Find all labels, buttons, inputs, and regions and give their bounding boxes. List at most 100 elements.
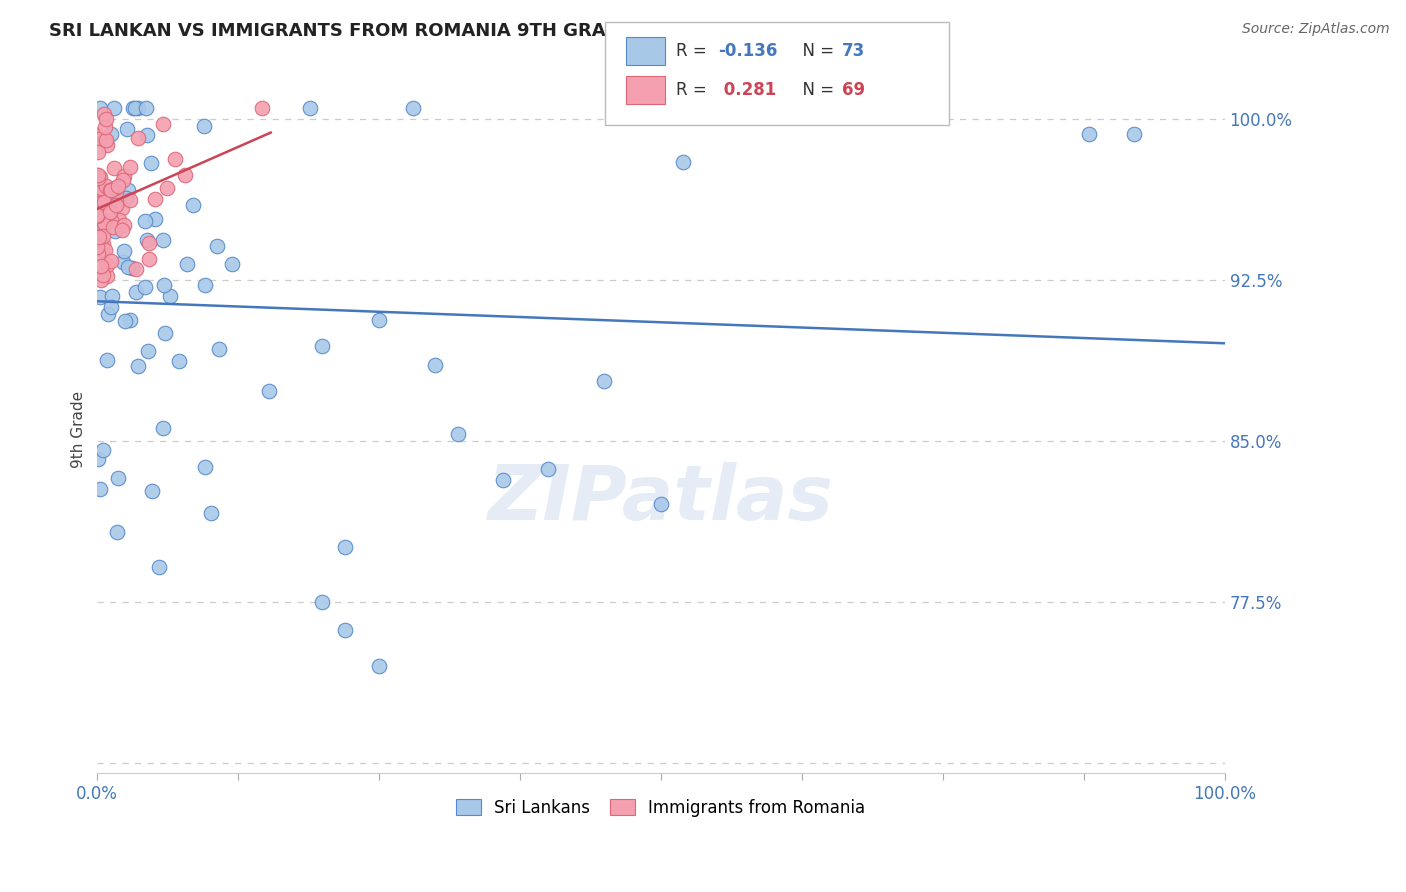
Point [96, 352, 118, 367]
Point [252, 101, 274, 115]
Point [104, 223, 127, 237]
Point [672, 155, 695, 169]
Point [98, 183, 121, 197]
Point [107, 178, 129, 193]
Point [141, 484, 163, 499]
Point [100, 182, 122, 196]
Point [89, 170, 111, 185]
Point [152, 421, 174, 435]
Point [174, 168, 197, 182]
Point [86, 168, 108, 182]
Legend: Sri Lankans, Immigrants from Romania: Sri Lankans, Immigrants from Romania [449, 792, 872, 823]
Point [153, 326, 176, 341]
Point [108, 213, 131, 227]
Point [86, 128, 108, 143]
Point [100, 213, 122, 227]
Point [159, 289, 181, 303]
Point [89, 195, 111, 210]
Point [91, 268, 114, 282]
Point [115, 191, 138, 205]
Point [207, 239, 229, 253]
Point [127, 101, 149, 115]
Point [207, 343, 229, 357]
Point [90, 216, 112, 230]
Point [112, 169, 135, 184]
Point [135, 233, 157, 247]
Text: 73: 73 [842, 42, 866, 60]
Point [311, 595, 333, 609]
Point [103, 161, 125, 176]
Point [100, 127, 122, 141]
Point [118, 160, 141, 174]
Point [96, 258, 118, 272]
Point [311, 338, 333, 352]
Point [93, 216, 115, 230]
Point [93, 120, 115, 135]
Point [221, 257, 243, 271]
Point [446, 427, 468, 442]
Point [89, 482, 111, 496]
Point [121, 260, 143, 275]
Point [134, 280, 156, 294]
Point [111, 223, 134, 237]
Point [134, 213, 156, 227]
Point [107, 194, 129, 208]
Point [89, 101, 111, 115]
Point [183, 197, 205, 211]
Text: N =: N = [792, 42, 839, 60]
Point [299, 101, 322, 115]
Point [100, 254, 122, 268]
Point [87, 132, 110, 146]
Point [89, 289, 111, 303]
Text: -0.136: -0.136 [718, 42, 778, 60]
Point [1078, 127, 1101, 141]
Point [90, 243, 112, 257]
Point [107, 471, 129, 485]
Y-axis label: 9th Grade: 9th Grade [72, 392, 86, 468]
Point [138, 236, 160, 251]
Point [100, 205, 122, 219]
Point [111, 201, 134, 215]
Point [105, 524, 128, 539]
Point [143, 192, 166, 206]
Point [86, 208, 108, 222]
Point [93, 107, 115, 121]
Point [97, 307, 120, 321]
Point [101, 289, 124, 303]
Point [96, 138, 118, 153]
Point [87, 145, 110, 159]
Point [112, 244, 135, 258]
Point [537, 462, 560, 476]
Point [93, 229, 115, 244]
Point [86, 209, 108, 223]
Point [143, 212, 166, 227]
Point [91, 237, 114, 252]
Text: Source: ZipAtlas.com: Source: ZipAtlas.com [1241, 22, 1389, 37]
Point [176, 257, 198, 271]
Point [114, 313, 136, 327]
Text: N =: N = [792, 81, 839, 99]
Point [401, 101, 423, 115]
Point [100, 300, 122, 314]
Point [96, 178, 118, 193]
Point [96, 186, 118, 200]
Point [333, 623, 356, 637]
Point [200, 506, 222, 520]
Point [87, 171, 110, 186]
Point [90, 273, 112, 287]
Point [135, 128, 157, 142]
Text: R =: R = [676, 81, 713, 99]
Point [650, 497, 672, 511]
Point [333, 540, 356, 554]
Point [101, 219, 124, 234]
Point [94, 243, 117, 257]
Point [257, 384, 280, 399]
Point [135, 101, 157, 115]
Point [367, 313, 389, 327]
Point [87, 168, 110, 182]
Point [125, 285, 148, 299]
Text: SRI LANKAN VS IMMIGRANTS FROM ROMANIA 9TH GRADE CORRELATION CHART: SRI LANKAN VS IMMIGRANTS FROM ROMANIA 9T… [49, 22, 855, 40]
Point [91, 217, 114, 231]
Point [163, 153, 186, 167]
Point [423, 359, 446, 373]
